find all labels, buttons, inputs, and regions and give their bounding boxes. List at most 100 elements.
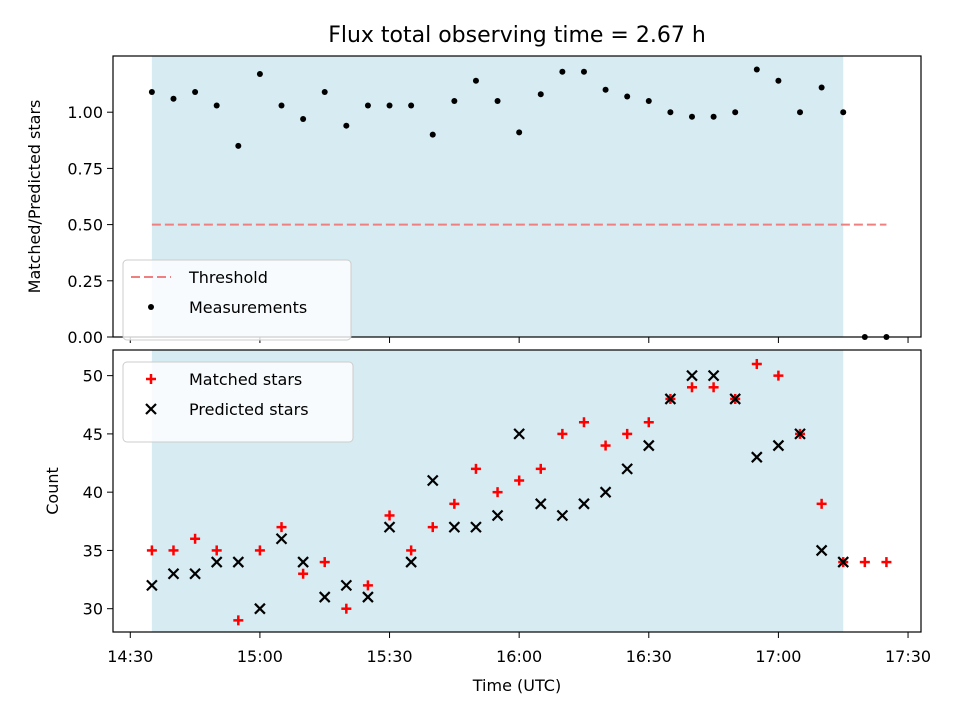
measurement-point bbox=[278, 102, 285, 109]
count-legend-label: Matched stars bbox=[189, 370, 302, 389]
ratio-legend-label: Measurements bbox=[189, 298, 307, 317]
matched-star-point bbox=[233, 615, 244, 626]
predicted-star-point bbox=[318, 591, 331, 603]
matched-star-point bbox=[751, 358, 762, 369]
measurement-point bbox=[775, 77, 782, 84]
matched-star-point bbox=[276, 522, 287, 533]
predicted-star-point bbox=[707, 369, 720, 382]
chart-title: Flux total observing time = 2.67 h bbox=[328, 23, 706, 48]
measurement-point bbox=[753, 66, 760, 73]
measurement-point bbox=[494, 97, 501, 104]
predicted-star-point bbox=[340, 579, 353, 592]
matched-star-point bbox=[254, 545, 265, 556]
matched-star-point bbox=[600, 440, 611, 451]
measurement-point bbox=[235, 142, 242, 149]
ratio-ytick-label: 0.25 bbox=[67, 272, 103, 291]
predicted-star-point bbox=[167, 567, 180, 580]
x-tick-label: 15:30 bbox=[366, 647, 412, 666]
ratio-ytick-label: 0.75 bbox=[67, 159, 103, 178]
matched-star-point bbox=[319, 557, 330, 568]
matched-star-point bbox=[622, 428, 633, 439]
matched-star-point bbox=[881, 557, 892, 568]
matched-star-point bbox=[686, 382, 697, 393]
measurement-point bbox=[451, 97, 458, 104]
measurement-point bbox=[192, 88, 199, 95]
count-y-axis-label: Count bbox=[43, 467, 62, 515]
predicted-star-point bbox=[837, 556, 850, 568]
count-legend: Matched stars Predicted stars bbox=[122, 361, 354, 443]
measurement-point bbox=[537, 91, 544, 98]
predicted-star-point bbox=[275, 532, 288, 545]
predicted-star-point bbox=[491, 509, 504, 522]
measurement-point bbox=[148, 88, 155, 95]
ratio-legend: Threshold Measurements bbox=[122, 259, 352, 341]
x-axis-label: Time (UTC) bbox=[472, 676, 561, 695]
measurement-point bbox=[818, 84, 825, 91]
predicted-star-point bbox=[686, 369, 698, 382]
matched-star-point bbox=[146, 545, 157, 556]
x-tick-label: 14:30 bbox=[107, 647, 153, 666]
predicted-star-point bbox=[729, 393, 741, 405]
matched-star-point bbox=[643, 417, 654, 428]
x-tick-label: 16:00 bbox=[496, 647, 542, 666]
matched-star-point bbox=[557, 428, 568, 439]
count-ytick-label: 35 bbox=[83, 541, 103, 560]
count-ytick-label: 45 bbox=[83, 425, 103, 444]
predicted-star-point bbox=[254, 602, 266, 615]
measurement-point bbox=[645, 97, 652, 104]
predicted-star-point bbox=[210, 556, 223, 568]
measurement-point bbox=[732, 109, 739, 116]
measurement-point bbox=[840, 109, 847, 116]
matched-star-point bbox=[341, 603, 352, 614]
count-axes-frame bbox=[112, 349, 922, 633]
legend-predicted-swatch bbox=[145, 403, 157, 415]
ratio-legend-label: Threshold bbox=[188, 268, 268, 287]
measurement-point bbox=[256, 70, 263, 77]
predicted-star-point bbox=[599, 486, 612, 498]
count-panel: 30 35 40 45 50 14:30 15:00 15:30 16:00 16:30 17:00… bbox=[43, 349, 931, 666]
measurement-point bbox=[602, 86, 609, 93]
matched-star-point bbox=[427, 522, 438, 533]
predicted-star-point bbox=[405, 556, 417, 568]
measurement-point bbox=[386, 102, 393, 109]
predicted-star-point bbox=[448, 521, 461, 533]
count-legend-box bbox=[122, 361, 354, 443]
predicted-star-point bbox=[297, 556, 309, 568]
matched-star-point bbox=[535, 463, 546, 474]
measurement-point bbox=[170, 95, 177, 102]
matched-star-point bbox=[384, 510, 395, 521]
measurement-point bbox=[580, 68, 587, 75]
x-tick-label: 15:00 bbox=[237, 647, 283, 666]
measurement-point bbox=[364, 102, 371, 109]
predicted-star-point bbox=[470, 521, 482, 533]
predicted-star-point bbox=[751, 451, 763, 463]
count-ytick-label: 30 bbox=[83, 600, 103, 619]
count-legend-label: Predicted stars bbox=[189, 400, 309, 419]
measurement-point bbox=[797, 109, 804, 116]
ratio-ytick-label: 0.00 bbox=[67, 328, 103, 347]
measurement-point bbox=[559, 68, 566, 75]
predicted-star-point bbox=[362, 591, 374, 603]
ratio-y-axis-label: Matched/Predicted stars bbox=[25, 100, 44, 294]
measurement-point bbox=[688, 113, 695, 120]
count-ytick-label: 50 bbox=[83, 367, 103, 386]
predicted-star-point bbox=[643, 439, 655, 452]
matched-star-point bbox=[190, 533, 201, 544]
matched-star-point bbox=[406, 545, 417, 556]
measurement-point bbox=[667, 109, 674, 116]
matched-star-point bbox=[298, 568, 309, 579]
measurement-point bbox=[321, 88, 328, 95]
predicted-star-point bbox=[232, 556, 245, 568]
ratio-ytick-label: 0.50 bbox=[67, 216, 103, 235]
legend-measurement-swatch bbox=[148, 304, 154, 310]
measurement-point bbox=[408, 102, 415, 109]
predicted-star-point bbox=[534, 498, 547, 510]
matched-star-point bbox=[168, 545, 179, 556]
measurement-point bbox=[343, 122, 350, 129]
matched-star-point bbox=[773, 370, 784, 381]
measurement-point bbox=[710, 113, 717, 120]
matched-star-point bbox=[514, 475, 525, 486]
x-tick-label: 17:30 bbox=[885, 647, 931, 666]
predicted-star-point bbox=[189, 567, 201, 580]
measurement-point bbox=[429, 131, 436, 138]
